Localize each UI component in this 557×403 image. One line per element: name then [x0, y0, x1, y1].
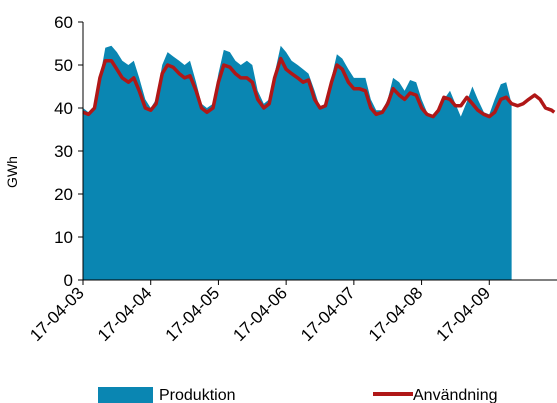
x-tick-label: 17-04-07 — [297, 283, 359, 345]
y-axis-title: GWh — [4, 156, 20, 188]
y-tick-label: 20 — [54, 185, 73, 204]
y-axis: 0 10 20 30 40 50 60 — [54, 13, 84, 290]
x-tick-label: 17-04-04 — [94, 283, 156, 345]
legend-label-anvandning: Användning — [413, 387, 498, 403]
x-tick-label: 17-04-08 — [365, 283, 427, 345]
series-area-produktion — [83, 45, 512, 281]
legend-label-produktion: Produktion — [159, 387, 236, 403]
y-tick-label: 50 — [54, 56, 73, 75]
y-tick-label: 0 — [64, 271, 73, 290]
y-tick-label: 30 — [54, 142, 73, 161]
x-axis: 17-04-03 17-04-04 17-04-05 17-04-06 17-04-07… — [26, 279, 557, 345]
y-tick-label: 10 — [54, 228, 73, 247]
x-tick-label: 17-04-06 — [229, 283, 291, 345]
y-tick-label: 60 — [54, 13, 73, 32]
legend: Produktion Användning — [98, 387, 498, 403]
x-tick-label: 17-04-03 — [26, 283, 88, 345]
x-tick-label: 17-04-09 — [433, 283, 495, 345]
legend-swatch-produktion — [98, 387, 153, 403]
x-tick-label: 17-04-05 — [162, 283, 224, 345]
y-tick-label: 40 — [54, 99, 73, 118]
plot-area — [82, 45, 556, 281]
series-line-anvandning — [82, 56, 556, 119]
